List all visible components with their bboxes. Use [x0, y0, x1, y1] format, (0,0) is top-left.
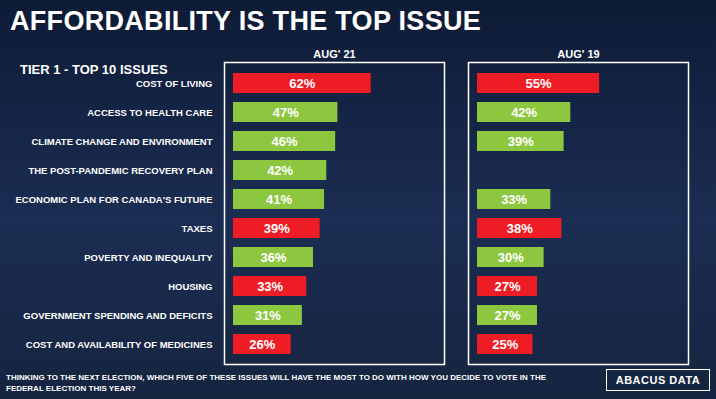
- svg-text:55%: 55%: [526, 76, 552, 91]
- svg-text:HOUSING: HOUSING: [168, 281, 212, 292]
- svg-text:AUG' 19: AUG' 19: [557, 48, 599, 60]
- html-text:THINKING TO THE NEXT ELECTION,: THINKING TO THE NEXT ELECTION, WHICH FIV…: [6, 373, 546, 393]
- html-text:TIER 1 - TOP 10 ISSUES: TIER 1 - TOP 10 ISSUES: [20, 62, 168, 77]
- svg-text:GOVERNMENT SPENDING AND DEFICI: GOVERNMENT SPENDING AND DEFICITS: [23, 310, 212, 321]
- html-text:ABACUS DATA: ABACUS DATA: [615, 374, 701, 386]
- svg-text:COST AND AVAILABILITY OF MEDIC: COST AND AVAILABILITY OF MEDICINES: [26, 339, 213, 350]
- svg-text:47%: 47%: [273, 105, 299, 120]
- svg-text:39%: 39%: [264, 221, 290, 236]
- svg-text:39%: 39%: [508, 134, 534, 149]
- svg-text:27%: 27%: [494, 308, 520, 323]
- svg-text:46%: 46%: [272, 134, 298, 149]
- svg-text:COST OF LIVING: COST OF LIVING: [136, 78, 213, 89]
- svg-text:31%: 31%: [255, 308, 281, 323]
- svg-text:25%: 25%: [492, 337, 518, 352]
- svg-text:42%: 42%: [511, 105, 537, 120]
- svg-text:TAXES: TAXES: [182, 223, 213, 234]
- html-text:AFFORDABILITY IS THE TOP ISSUE: AFFORDABILITY IS THE TOP ISSUE: [10, 6, 482, 36]
- svg-text:AUG' 21: AUG' 21: [313, 48, 355, 60]
- svg-text:62%: 62%: [289, 76, 315, 91]
- svg-text:26%: 26%: [249, 337, 275, 352]
- svg-text:THE POST-PANDEMIC RECOVERY PLA: THE POST-PANDEMIC RECOVERY PLAN: [28, 165, 212, 176]
- svg-text:36%: 36%: [260, 250, 286, 265]
- svg-text:38%: 38%: [507, 221, 533, 236]
- svg-text:30%: 30%: [498, 250, 524, 265]
- svg-text:33%: 33%: [257, 279, 283, 294]
- svg-text:42%: 42%: [267, 163, 293, 178]
- svg-text:41%: 41%: [266, 192, 292, 207]
- svg-text:POVERTY AND INEQUALITY: POVERTY AND INEQUALITY: [84, 252, 213, 263]
- svg-text:ECONOMIC PLAN FOR CANADA'S FUT: ECONOMIC PLAN FOR CANADA'S FUTURE: [15, 194, 212, 205]
- svg-text:CLIMATE CHANGE AND ENVIRONMENT: CLIMATE CHANGE AND ENVIRONMENT: [31, 136, 212, 147]
- svg-text:ACCESS TO HEALTH CARE: ACCESS TO HEALTH CARE: [87, 107, 212, 118]
- svg-text:33%: 33%: [501, 192, 527, 207]
- svg-text:27%: 27%: [494, 279, 520, 294]
